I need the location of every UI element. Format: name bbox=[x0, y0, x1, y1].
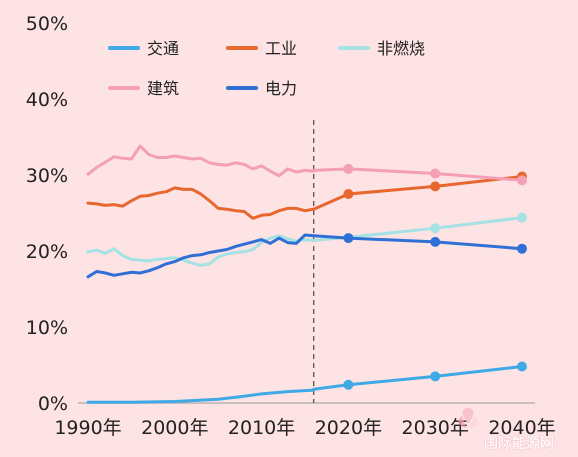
x-tick-label: 1990年 bbox=[54, 417, 121, 439]
x-tick-label: 2000年 bbox=[141, 417, 208, 439]
y-tick-label: 30% bbox=[26, 165, 68, 187]
legend-item: 建筑 bbox=[108, 79, 179, 98]
axes: 1990年 2000年 2010年 2020年 2030年 2040年 0% 10% 20% 3… bbox=[26, 13, 556, 439]
data-point-marker bbox=[517, 212, 527, 223]
data-point-marker bbox=[430, 223, 441, 234]
series-projection-line bbox=[312, 216, 524, 242]
data-point-marker bbox=[343, 379, 354, 390]
series-history-line bbox=[86, 234, 316, 267]
series-projection-line bbox=[312, 365, 524, 391]
series-history-line bbox=[86, 233, 316, 279]
x-tick-label: 2010年 bbox=[228, 417, 295, 439]
x-tick-label: 2030年 bbox=[402, 417, 469, 439]
series-1 bbox=[86, 171, 527, 220]
series-0 bbox=[86, 361, 527, 404]
data-point-marker bbox=[430, 181, 441, 192]
series-4 bbox=[86, 233, 527, 279]
y-tick-label: 10% bbox=[26, 317, 68, 339]
data-point-marker bbox=[343, 189, 354, 199]
legend-label: 建筑 bbox=[147, 79, 179, 98]
y-axis-ticks: 0% 10% 20% 30% 40% 50% bbox=[26, 13, 68, 415]
series-history-line bbox=[86, 388, 316, 404]
data-point-marker bbox=[343, 233, 354, 244]
y-tick-label: 40% bbox=[26, 89, 68, 111]
legend-label: 工业 bbox=[265, 39, 297, 58]
y-tick-label: 0% bbox=[38, 393, 68, 415]
series-history-line bbox=[86, 186, 316, 220]
data-point-marker bbox=[430, 371, 441, 382]
watermark-logo-icon bbox=[458, 408, 478, 428]
legend-label: 非燃烧 bbox=[377, 39, 425, 58]
series-history-line bbox=[86, 144, 316, 178]
legend-item: 电力 bbox=[226, 79, 297, 98]
legend-label: 电力 bbox=[265, 79, 297, 98]
data-point-marker bbox=[517, 243, 527, 254]
data-point-marker bbox=[343, 163, 354, 174]
y-tick-label: 50% bbox=[26, 13, 68, 35]
legend-label: 交通 bbox=[147, 39, 179, 58]
data-point-marker bbox=[430, 236, 441, 247]
series-lines bbox=[86, 144, 527, 404]
y-tick-label: 20% bbox=[26, 241, 68, 263]
series-projection-line bbox=[312, 167, 524, 182]
legend-item: 工业 bbox=[226, 39, 297, 58]
x-axis-ticks: 1990年 2000年 2010年 2020年 2030年 2040年 bbox=[54, 417, 555, 439]
data-point-marker bbox=[517, 361, 527, 372]
series-2 bbox=[86, 212, 527, 267]
x-tick-label: 2020年 bbox=[315, 417, 382, 439]
watermark-text: 国际能源网 bbox=[484, 435, 554, 452]
x-tick-label: 2040年 bbox=[488, 417, 555, 439]
legend-item: 交通 bbox=[108, 39, 179, 58]
data-point-marker bbox=[430, 168, 441, 179]
series-3 bbox=[86, 144, 527, 186]
series-projection-line bbox=[312, 234, 524, 251]
watermark: 国际能源网 bbox=[458, 408, 554, 452]
legend-item: 非燃烧 bbox=[338, 39, 425, 58]
data-point-marker bbox=[517, 175, 527, 186]
